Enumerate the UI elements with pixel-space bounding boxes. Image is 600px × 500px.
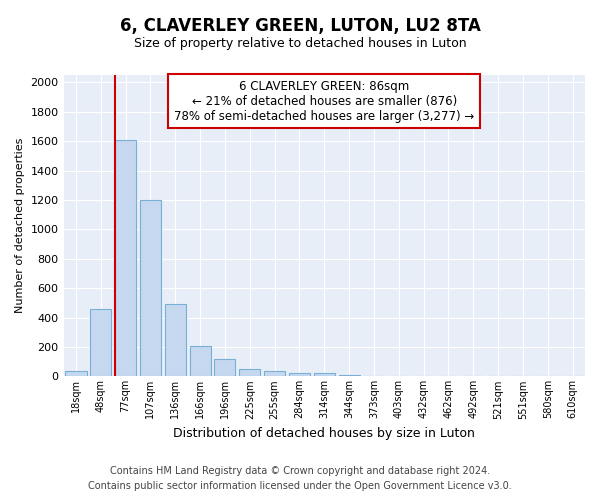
Bar <box>314 374 335 376</box>
Bar <box>338 375 359 376</box>
Text: 6 CLAVERLEY GREEN: 86sqm
← 21% of detached houses are smaller (876)
78% of semi-: 6 CLAVERLEY GREEN: 86sqm ← 21% of detach… <box>174 80 475 122</box>
X-axis label: Distribution of detached houses by size in Luton: Distribution of detached houses by size … <box>173 427 475 440</box>
Bar <box>239 369 260 376</box>
Bar <box>65 371 86 376</box>
Text: Size of property relative to detached houses in Luton: Size of property relative to detached ho… <box>134 38 466 51</box>
Bar <box>115 140 136 376</box>
Bar <box>90 309 112 376</box>
Bar <box>289 372 310 376</box>
Bar <box>214 358 235 376</box>
Y-axis label: Number of detached properties: Number of detached properties <box>15 138 25 314</box>
Text: 6, CLAVERLEY GREEN, LUTON, LU2 8TA: 6, CLAVERLEY GREEN, LUTON, LU2 8TA <box>119 18 481 36</box>
Bar <box>165 304 186 376</box>
Bar <box>140 200 161 376</box>
Bar <box>190 346 211 376</box>
Text: Contains HM Land Registry data © Crown copyright and database right 2024.: Contains HM Land Registry data © Crown c… <box>110 466 490 476</box>
Text: Contains public sector information licensed under the Open Government Licence v3: Contains public sector information licen… <box>88 481 512 491</box>
Bar <box>264 370 285 376</box>
